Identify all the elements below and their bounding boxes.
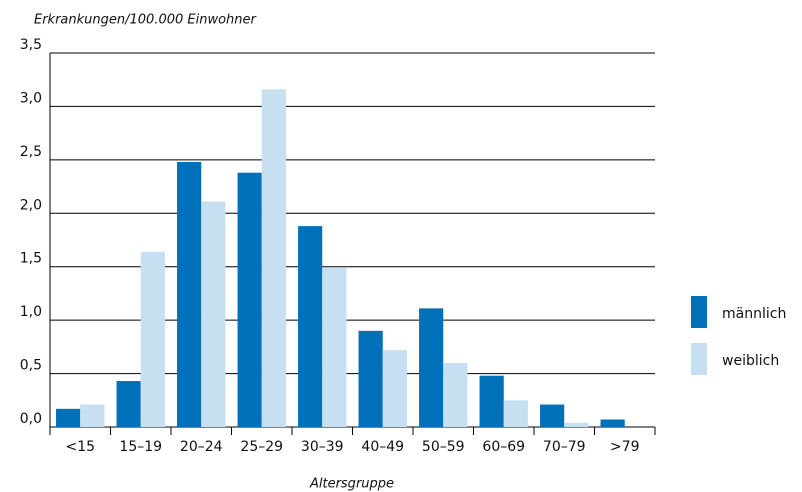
legend-label: männlich <box>722 306 786 322</box>
bar <box>382 350 407 427</box>
y-tick-label: 3,5 <box>20 37 42 53</box>
x-tick-label: 15–19 <box>119 439 162 455</box>
x-axis-label: Altersgruppe <box>309 477 394 492</box>
y-tick-label: 3,0 <box>20 90 42 106</box>
bar <box>564 422 589 427</box>
bar <box>479 375 504 427</box>
bar <box>600 419 625 427</box>
y-tick-label: 1,0 <box>20 304 42 320</box>
bar <box>540 404 565 427</box>
bar <box>80 404 105 427</box>
y-tick-label: 0,5 <box>20 358 42 374</box>
y-tick-label: 1,5 <box>20 251 42 267</box>
x-tick-label: 60–69 <box>482 439 525 455</box>
bar <box>503 400 528 427</box>
x-tick-label: 50–59 <box>422 439 465 455</box>
bar <box>261 89 286 428</box>
bar <box>116 381 141 427</box>
x-tick-label: 25–29 <box>240 439 283 455</box>
legend-label: weiblich <box>722 353 779 369</box>
bar <box>237 172 262 427</box>
bar <box>177 161 202 427</box>
bar <box>443 362 468 427</box>
bar <box>419 308 444 427</box>
x-tick-label: >79 <box>610 439 640 455</box>
x-tick-label: 70–79 <box>543 439 586 455</box>
y-tick-label: 2,5 <box>20 144 42 160</box>
bar <box>322 267 347 427</box>
chart-title: Erkrankungen/100.000 Einwohner <box>34 13 258 28</box>
x-tick-label: <15 <box>65 439 95 455</box>
x-tick-label: 20–24 <box>180 439 223 455</box>
y-tick-label: 2,0 <box>20 197 42 213</box>
x-tick-label: 30–39 <box>301 439 344 455</box>
legend-swatch <box>691 296 707 328</box>
y-tick-label: 0,0 <box>20 411 42 427</box>
x-tick-label: 40–49 <box>361 439 404 455</box>
bar <box>201 201 226 427</box>
legend-swatch <box>691 343 707 375</box>
bar <box>298 226 323 427</box>
bar <box>358 330 383 427</box>
bar <box>140 251 165 427</box>
bar <box>56 408 81 427</box>
